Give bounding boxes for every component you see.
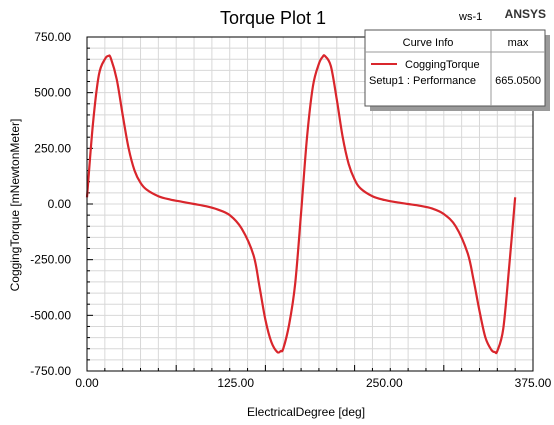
- chart-title: Torque Plot 1: [220, 8, 326, 28]
- legend-curve-name: CoggingTorque: [405, 59, 480, 71]
- series-line-coggingtorque[interactable]: [85, 54, 517, 355]
- y-tick-label: 500.00: [34, 86, 71, 100]
- y-tick-label: 0.00: [48, 197, 72, 211]
- legend-curve-setup: Setup1 : Performance: [369, 75, 476, 87]
- x-axis-label: ElectricalDegree [deg]: [247, 405, 365, 419]
- plot-frame: [86, 36, 534, 372]
- legend-box: [364, 29, 546, 107]
- series-group: [85, 54, 517, 355]
- x-tick-label: 250.00: [366, 376, 403, 390]
- y-tick-label: -500.00: [30, 308, 71, 322]
- y-axis-label: CoggingTorque [mNewtonMeter]: [8, 119, 22, 292]
- y-tick-label: 250.00: [34, 141, 71, 155]
- brand-logo: ANSYS: [505, 7, 546, 21]
- legend[interactable]: Curve Info max CoggingTorque Setup1 : Pe…: [364, 29, 550, 111]
- x-tick-label: 375.00: [515, 376, 552, 390]
- legend-col-max: max: [508, 37, 529, 49]
- tick-labels: 0.00 125.00 250.00 375.00 750.00 500.00 250.00…: [30, 30, 551, 390]
- y-tick-label: -750.00: [30, 364, 71, 378]
- legend-col-curve-info: Curve Info: [403, 37, 454, 49]
- legend-curve-max: 665.0500: [495, 75, 541, 87]
- x-tick-label: 0.00: [75, 376, 99, 390]
- project-label: ws-1: [458, 11, 482, 23]
- y-tick-label: 750.00: [34, 30, 71, 44]
- x-tick-label: 125.00: [217, 376, 254, 390]
- y-tick-label: -250.00: [30, 253, 71, 267]
